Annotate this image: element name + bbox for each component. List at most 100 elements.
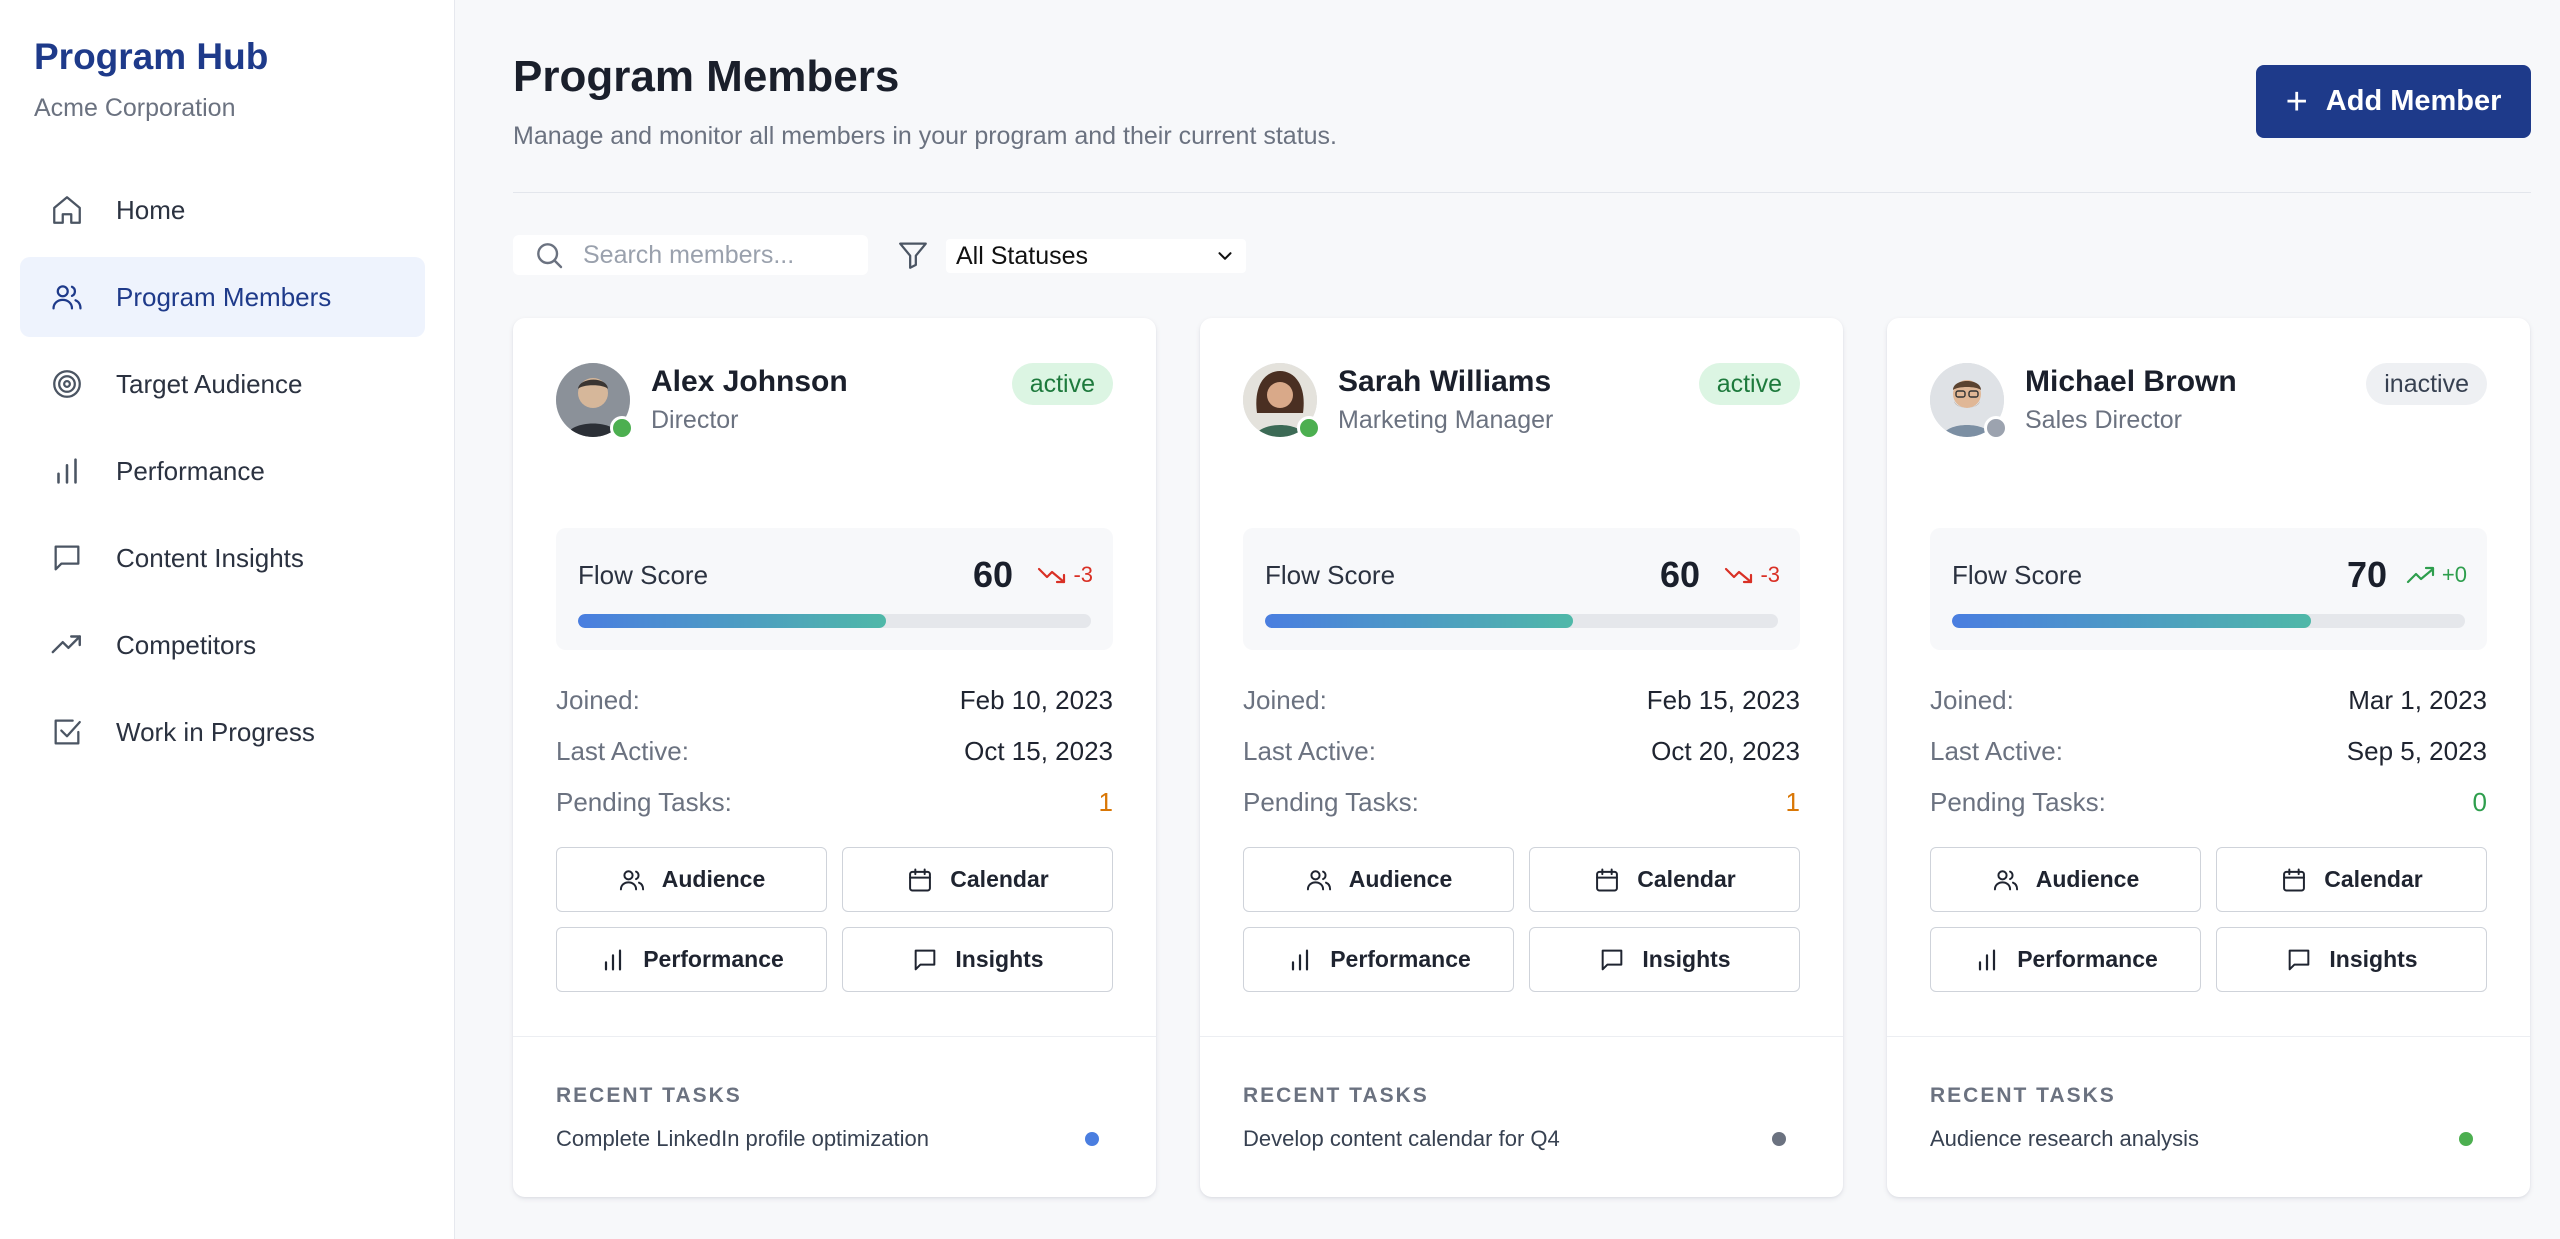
- trending-up-icon: [48, 626, 86, 664]
- sidebar-item-program-members[interactable]: Program Members: [20, 257, 425, 337]
- performance-button-label: Performance: [643, 946, 784, 972]
- insights-button-label: Insights: [1642, 946, 1731, 972]
- main-content: Program Members Manage and monitor all m…: [513, 0, 2531, 1239]
- task-status-dot: [1772, 1132, 1786, 1146]
- flow-score-value: 70: [2346, 554, 2387, 595]
- performance-button[interactable]: Performance: [1930, 927, 2201, 992]
- bar-chart-icon: [48, 452, 86, 490]
- performance-button-label: Performance: [1330, 946, 1471, 972]
- brand-subtitle: Acme Corporation: [34, 94, 236, 122]
- add-member-label: Add Member: [2325, 85, 2502, 117]
- users-icon: [1306, 869, 1331, 890]
- flow-score-label: Flow Score: [1265, 560, 1396, 590]
- insights-button[interactable]: Insights: [842, 927, 1113, 992]
- status-badge: active: [1011, 363, 1113, 405]
- sidebar-item-content-insights[interactable]: Content Insights: [20, 518, 425, 598]
- sidebar-item-home[interactable]: Home: [20, 170, 425, 250]
- bar-chart-icon: [605, 949, 622, 970]
- status-filter-select[interactable]: All Statuses: [946, 239, 1246, 273]
- sidebar-item-label: Competitors: [116, 629, 257, 660]
- insights-button-label: Insights: [955, 946, 1044, 972]
- calendar-button-label: Calendar: [1637, 866, 1736, 892]
- sidebar-item-label: Home: [116, 194, 186, 225]
- member-card: Sarah Williams Marketing Manager active …: [1200, 318, 1843, 1197]
- card-divider: [1200, 1036, 1843, 1037]
- recent-tasks-heading: RECENT TASKS: [1243, 1084, 1429, 1107]
- calendar-icon: [909, 868, 932, 891]
- flow-score-panel: Flow Score 60 -3: [556, 528, 1113, 650]
- sidebar-item-competitors[interactable]: Competitors: [20, 605, 425, 685]
- sidebar-item-label: Work in Progress: [116, 716, 315, 747]
- audience-button[interactable]: Audience: [1930, 847, 2201, 912]
- calendar-button-label: Calendar: [2324, 866, 2423, 892]
- performance-button[interactable]: Performance: [556, 927, 827, 992]
- calendar-icon: [1596, 868, 1619, 891]
- checkbox-icon: [48, 713, 86, 751]
- pending-tasks-label: Pending Tasks:: [1243, 787, 1419, 817]
- sidebar-item-target-audience[interactable]: Target Audience: [20, 344, 425, 424]
- add-member-button[interactable]: + Add Member: [2256, 65, 2531, 138]
- pending-tasks-value: 1: [1098, 787, 1113, 817]
- trending-down-icon: [1725, 567, 1753, 584]
- pending-tasks-value: 0: [2472, 787, 2487, 817]
- member-card: Michael Brown Sales Director inactive Fl…: [1887, 318, 2530, 1197]
- flow-score-label: Flow Score: [1952, 560, 2083, 590]
- bar-chart-icon: [1979, 949, 1996, 970]
- flow-score-bar: [1265, 614, 1778, 628]
- last-active-label: Last Active:: [1930, 736, 2063, 766]
- trend-value: -3: [1760, 562, 1780, 587]
- trend-indicator: -3: [1724, 562, 1780, 588]
- pending-tasks-label: Pending Tasks:: [556, 787, 732, 817]
- status-badge: active: [1698, 363, 1800, 405]
- flow-score-bar: [578, 614, 1091, 628]
- filter-icon: [899, 242, 927, 269]
- last-active-label: Last Active:: [1243, 736, 1376, 766]
- audience-button-label: Audience: [661, 866, 766, 892]
- plus-icon: +: [2285, 80, 2308, 123]
- insights-button-label: Insights: [2329, 946, 2418, 972]
- sidebar-item-label: Performance: [116, 455, 265, 486]
- message-icon: [915, 949, 936, 970]
- calendar-button[interactable]: Calendar: [1529, 847, 1800, 912]
- joined-label: Joined:: [1243, 685, 1327, 715]
- sidebar: Program Hub Acme Corporation Home Progra…: [0, 0, 455, 1239]
- trending-down-icon: [1038, 567, 1066, 584]
- pending-tasks-value: 1: [1785, 787, 1800, 817]
- calendar-button[interactable]: Calendar: [842, 847, 1113, 912]
- joined-value: Mar 1, 2023: [2348, 685, 2487, 715]
- audience-button[interactable]: Audience: [556, 847, 827, 912]
- member-name: Michael Brown: [2025, 365, 2237, 398]
- last-active-value: Oct 20, 2023: [1651, 736, 1800, 766]
- recent-tasks-heading: RECENT TASKS: [1930, 1084, 2116, 1107]
- insights-button[interactable]: Insights: [2216, 927, 2487, 992]
- recent-tasks-heading: RECENT TASKS: [556, 1084, 742, 1107]
- joined-value: Feb 15, 2023: [1646, 685, 1800, 715]
- search-box: [513, 235, 868, 275]
- last-active-label: Last Active:: [556, 736, 689, 766]
- audience-button-label: Audience: [2035, 866, 2140, 892]
- member-role: Marketing Manager: [1338, 406, 1554, 434]
- member-role: Director: [651, 406, 739, 434]
- status-badge: inactive: [2366, 363, 2487, 405]
- sidebar-item-work-in-progress[interactable]: Work in Progress: [20, 692, 425, 772]
- target-icon: [48, 365, 86, 403]
- flow-score-bar: [1952, 614, 2465, 628]
- performance-button[interactable]: Performance: [1243, 927, 1514, 992]
- flow-score-bar-fill: [1952, 614, 2312, 628]
- search-input[interactable]: [583, 240, 853, 270]
- recent-task-item: Complete LinkedIn profile optimization: [556, 1126, 929, 1151]
- card-divider: [513, 1036, 1156, 1037]
- trending-up-icon: [2406, 566, 2435, 584]
- flow-score-value: 60: [1659, 554, 1700, 595]
- calendar-button[interactable]: Calendar: [2216, 847, 2487, 912]
- bar-chart-icon: [1292, 949, 1309, 970]
- home-icon: [48, 191, 86, 229]
- task-status-dot: [1085, 1132, 1099, 1146]
- trend-value: +0: [2441, 562, 2467, 587]
- insights-button[interactable]: Insights: [1529, 927, 1800, 992]
- sidebar-item-performance[interactable]: Performance: [20, 431, 425, 511]
- audience-button[interactable]: Audience: [1243, 847, 1514, 912]
- flow-score-value: 60: [972, 554, 1013, 595]
- trend-value: -3: [1073, 562, 1093, 587]
- recent-task-item: Develop content calendar for Q4: [1243, 1126, 1560, 1151]
